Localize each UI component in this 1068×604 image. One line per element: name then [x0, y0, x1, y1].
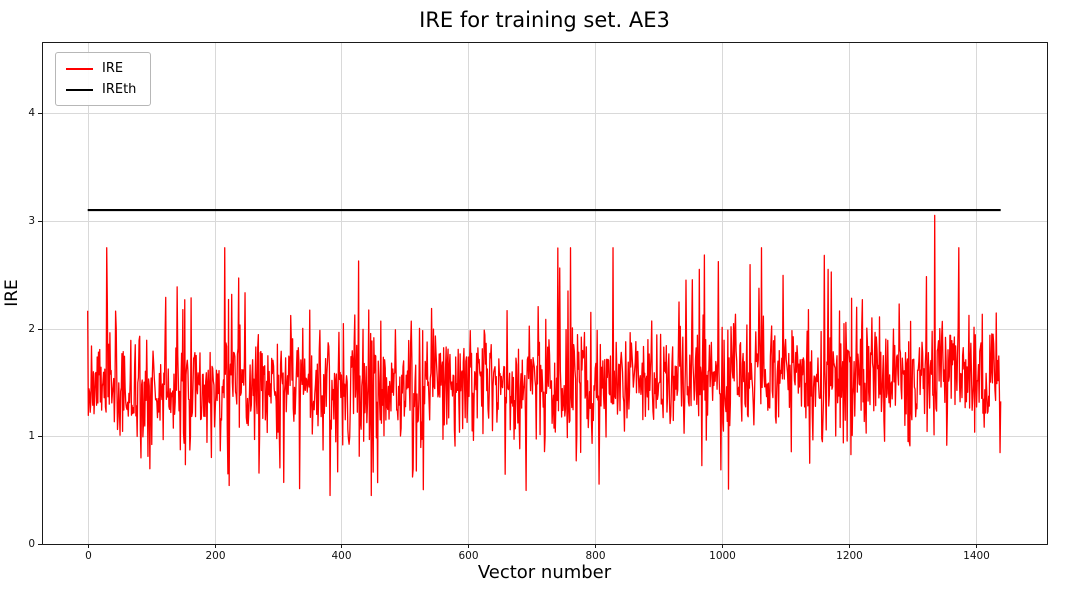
legend: IRE IREth: [55, 52, 152, 106]
legend-entry-ire: IRE: [66, 62, 136, 75]
x-axis-label: Vector number: [477, 562, 612, 583]
ireth-line-swatch-icon: [66, 88, 93, 91]
y-axis-label: IRE: [2, 279, 22, 307]
ire-line-swatch-icon: [66, 67, 93, 70]
legend-label-ire: IRE: [102, 61, 124, 76]
legend-entry-ireth: IREth: [66, 83, 136, 96]
legend-label-ireth: IREth: [102, 82, 137, 97]
chart-title: IRE for training set. AE3: [419, 8, 670, 32]
